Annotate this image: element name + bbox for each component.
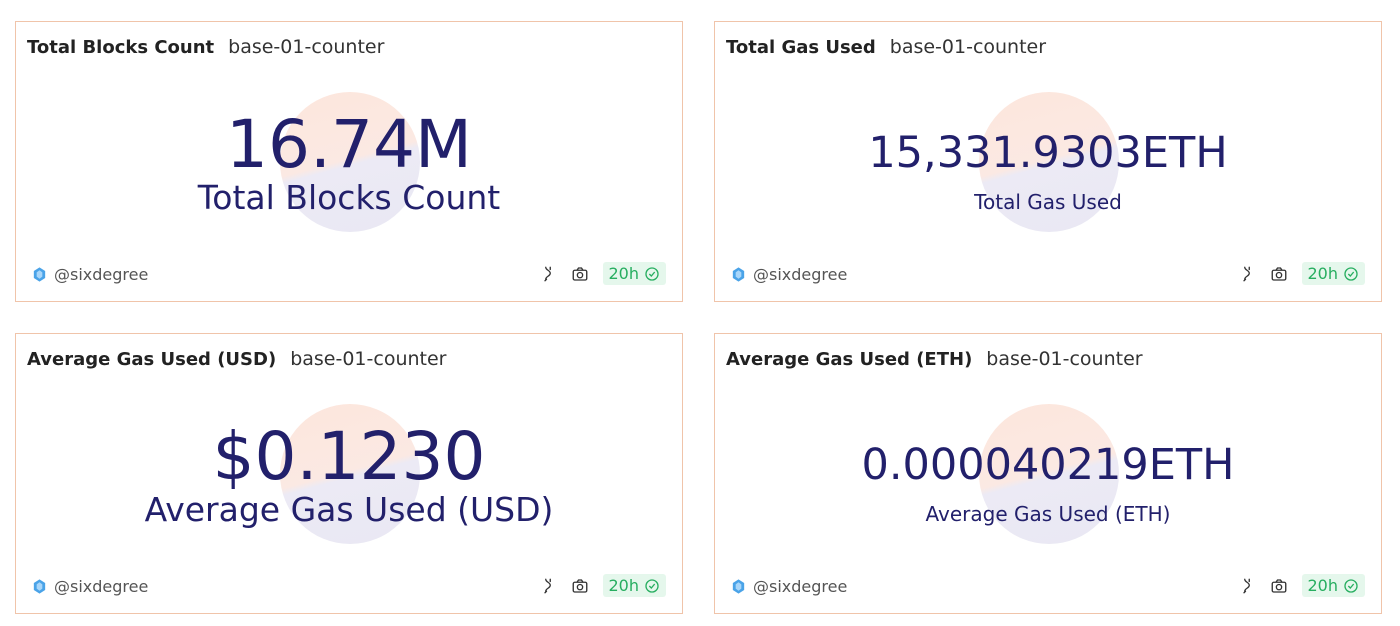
counter-value: $0.1230 xyxy=(212,418,486,495)
refresh-badge: 20h xyxy=(1301,262,1365,285)
refresh-age: 20h xyxy=(608,576,640,595)
card-footer: @sixdegree xyxy=(31,265,148,284)
card-subtitle: base-01-counter xyxy=(290,348,447,370)
card-header: Total Gas Used base-01-counter xyxy=(726,36,1046,58)
refresh-age: 20h xyxy=(608,264,640,283)
refresh-badge: 20h xyxy=(602,574,666,597)
card-subtitle: base-01-counter xyxy=(986,348,1143,370)
snapshot-icon[interactable] xyxy=(571,265,589,283)
watermark xyxy=(280,92,420,232)
author-avatar xyxy=(732,579,745,594)
card-footer: @sixdegree xyxy=(730,265,847,284)
card-header: Total Blocks Count base-01-counter xyxy=(27,36,384,58)
card-tools: 20h xyxy=(1238,574,1365,597)
counter-card: Average Gas Used (USD) base-01-counter $0.… xyxy=(15,333,683,614)
snapshot-icon[interactable] xyxy=(1270,265,1288,283)
refresh-age: 20h xyxy=(1307,264,1339,283)
snapshot-icon[interactable] xyxy=(571,577,589,595)
check-icon xyxy=(1344,266,1358,281)
author-name[interactable]: @sixdegree xyxy=(753,577,848,596)
card-tools: 20h xyxy=(1238,262,1365,285)
watermark xyxy=(979,404,1119,544)
counter-label: Average Gas Used (USD) xyxy=(144,490,554,529)
fork-icon[interactable] xyxy=(539,265,557,283)
check-icon xyxy=(645,266,659,281)
refresh-badge: 20h xyxy=(1301,574,1365,597)
card-header: Average Gas Used (ETH) base-01-counter xyxy=(726,348,1143,370)
refresh-age: 20h xyxy=(1307,576,1339,595)
counter-label: Total Blocks Count xyxy=(197,178,501,217)
counter-label: Average Gas Used (ETH) xyxy=(925,502,1171,526)
check-icon xyxy=(645,578,659,593)
counter-value: 15,331.9303ETH xyxy=(868,128,1228,178)
counter-card: Total Gas Used base-01-counter 15,331.9303… xyxy=(714,21,1382,302)
author-avatar xyxy=(33,579,46,594)
snapshot-icon[interactable] xyxy=(1270,577,1288,595)
card-title: Total Gas Used xyxy=(726,37,876,58)
author-name[interactable]: @sixdegree xyxy=(753,265,848,284)
fork-icon[interactable] xyxy=(1238,577,1256,595)
author-avatar xyxy=(33,267,46,282)
refresh-badge: 20h xyxy=(602,262,666,285)
author-name[interactable]: @sixdegree xyxy=(54,265,149,284)
card-footer: @sixdegree xyxy=(730,577,847,596)
card-subtitle: base-01-counter xyxy=(228,36,385,58)
counter-value: 0.000040219ETH xyxy=(861,440,1235,490)
watermark xyxy=(280,404,420,544)
card-header: Average Gas Used (USD) base-01-counter xyxy=(27,348,446,370)
fork-icon[interactable] xyxy=(1238,265,1256,283)
card-title: Average Gas Used (USD) xyxy=(27,349,277,370)
counter-label: Total Gas Used xyxy=(974,190,1122,214)
check-icon xyxy=(1344,578,1358,593)
card-tools: 20h xyxy=(539,262,666,285)
watermark xyxy=(979,92,1119,232)
card-tools: 20h xyxy=(539,574,666,597)
card-footer: @sixdegree xyxy=(31,577,148,596)
author-name[interactable]: @sixdegree xyxy=(54,577,149,596)
author-avatar xyxy=(732,267,745,282)
counter-value: 16.74M xyxy=(226,106,472,183)
counter-card: Total Blocks Count base-01-counter 16.74M T… xyxy=(15,21,683,302)
card-title: Average Gas Used (ETH) xyxy=(726,349,973,370)
card-title: Total Blocks Count xyxy=(27,37,215,58)
card-subtitle: base-01-counter xyxy=(889,36,1047,58)
fork-icon[interactable] xyxy=(539,577,557,595)
counter-card: Average Gas Used (ETH) base-01-counter 0.0… xyxy=(714,333,1382,614)
